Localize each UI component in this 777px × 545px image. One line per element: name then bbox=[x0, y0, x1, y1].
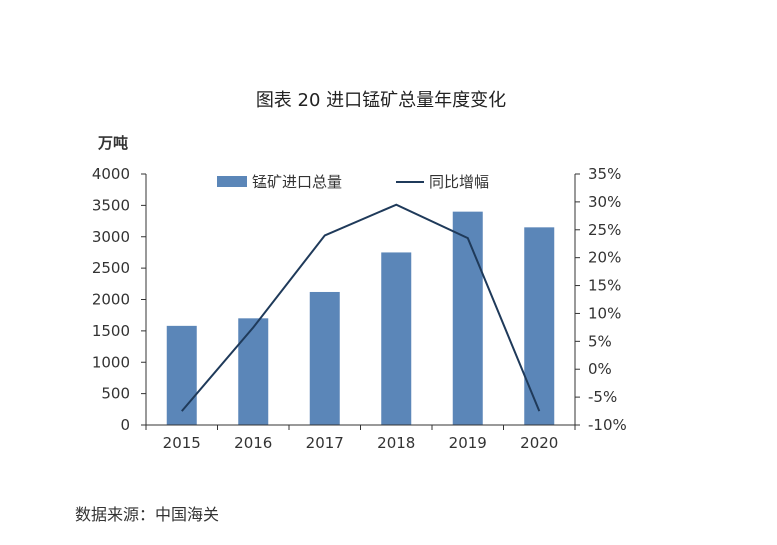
legend: 锰矿进口总量 同比增幅 bbox=[217, 173, 489, 191]
legend-label-line: 同比增幅 bbox=[429, 173, 489, 191]
legend-label-bars: 锰矿进口总量 bbox=[252, 173, 342, 191]
bar-2020 bbox=[524, 227, 555, 425]
y2-tick-label: 15% bbox=[588, 277, 621, 295]
bar-2019 bbox=[452, 211, 483, 425]
y-tick-label: 500 bbox=[101, 385, 130, 403]
y-tick-label: 3000 bbox=[92, 228, 130, 246]
x-tick-label: 2015 bbox=[163, 434, 201, 452]
y-tick-label: 2500 bbox=[92, 259, 130, 277]
y-tick-label: 2000 bbox=[92, 291, 130, 309]
y-tick-label: 1000 bbox=[92, 353, 130, 371]
x-tick-label: 2018 bbox=[377, 434, 415, 452]
y2-tick-label: -5% bbox=[588, 388, 617, 406]
y2-tick-label: 10% bbox=[588, 304, 621, 322]
x-tick-label: 2020 bbox=[520, 434, 558, 452]
y2-tick-label: -10% bbox=[588, 416, 627, 434]
growth-line bbox=[181, 203, 541, 412]
x-tick-label: 2019 bbox=[449, 434, 487, 452]
y2-tick-label: 35% bbox=[588, 165, 621, 183]
x-tick-label: 2016 bbox=[234, 434, 272, 452]
legend-swatch-bars bbox=[217, 176, 247, 187]
y2-tick-label: 30% bbox=[588, 193, 621, 211]
y2-tick-label: 25% bbox=[588, 221, 621, 239]
y-tick-label: 0 bbox=[120, 416, 130, 434]
y2-tick-label: 5% bbox=[588, 332, 612, 350]
y2-tick-label: 0% bbox=[588, 360, 612, 378]
y-tick-label: 3500 bbox=[92, 196, 130, 214]
chart-title: 图表 20 进口锰矿总量年度变化 bbox=[256, 90, 506, 111]
x-tick-label: 2017 bbox=[306, 434, 344, 452]
y-axis-unit: 万吨 bbox=[97, 134, 128, 152]
source-note: 数据来源：中国海关 bbox=[75, 505, 219, 524]
plot-area: 0 500 1000 1500 2000 2500 3000 3500 4000 -10% -5% 0… bbox=[92, 165, 627, 452]
y-tick-label: 1500 bbox=[92, 322, 130, 340]
bar-2018 bbox=[381, 252, 412, 425]
bar-2017 bbox=[309, 291, 340, 425]
bar-2016 bbox=[238, 318, 269, 425]
y-tick-label: 4000 bbox=[92, 165, 130, 183]
bar-2015 bbox=[166, 325, 197, 425]
y2-tick-label: 20% bbox=[588, 249, 621, 267]
